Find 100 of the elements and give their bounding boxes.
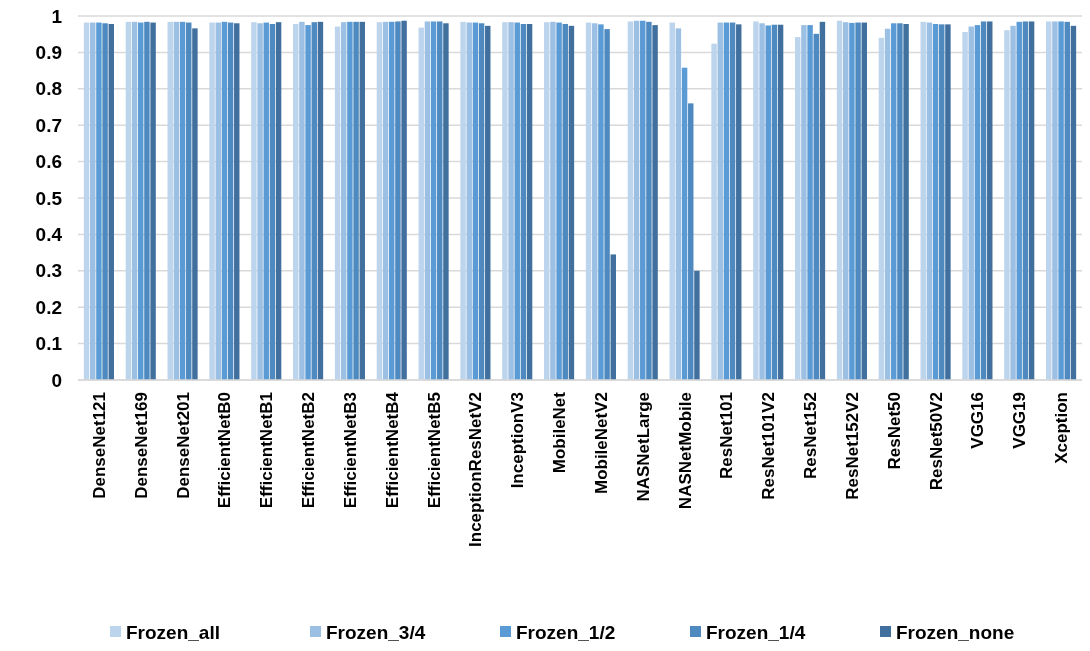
x-tick-label: EfficientNetB0 xyxy=(215,392,235,509)
x-tick-label: Xception xyxy=(1052,392,1072,464)
bar xyxy=(556,22,562,380)
x-tick-label: InceptionResNetV2 xyxy=(466,392,486,547)
bar xyxy=(186,22,192,380)
bar xyxy=(568,25,575,380)
bar xyxy=(855,22,861,380)
bar xyxy=(633,20,640,380)
bar xyxy=(562,24,568,380)
bar xyxy=(681,67,688,380)
bar xyxy=(526,24,533,380)
bar xyxy=(221,21,228,380)
bar xyxy=(884,28,891,380)
y-tick-label: 0.7 xyxy=(35,114,62,136)
bar xyxy=(585,22,592,380)
bar xyxy=(138,22,144,380)
bar xyxy=(1064,21,1070,380)
bar xyxy=(962,32,968,380)
bar xyxy=(939,24,945,380)
bar xyxy=(341,22,347,380)
bar xyxy=(353,21,359,380)
x-tick-label: ResNet101 xyxy=(717,392,737,479)
bar xyxy=(347,21,353,380)
bar xyxy=(275,22,282,380)
bar xyxy=(759,23,765,380)
bar xyxy=(891,23,897,380)
bar xyxy=(1016,21,1022,380)
bar xyxy=(920,21,926,380)
bar xyxy=(96,22,102,380)
y-tick-label: 0.8 xyxy=(35,78,62,100)
bar xyxy=(974,25,981,380)
bar xyxy=(765,25,771,380)
bar xyxy=(717,22,723,380)
bar xyxy=(753,21,759,380)
bar xyxy=(502,22,508,380)
bar xyxy=(652,25,658,380)
bar xyxy=(251,22,257,380)
x-tick-label: ResNet152V2 xyxy=(842,392,862,500)
x-tick-label: ResNet152 xyxy=(801,392,821,479)
bar xyxy=(376,22,383,380)
y-tick-label: 0.1 xyxy=(35,333,63,355)
bar xyxy=(604,29,610,380)
bar xyxy=(125,21,132,380)
bar xyxy=(694,270,700,380)
bar xyxy=(382,21,389,380)
y-tick-label: 1 xyxy=(51,5,63,27)
x-tick-label: NASNetMobile xyxy=(675,392,695,510)
bar xyxy=(227,22,234,380)
bar xyxy=(669,22,675,380)
bar xyxy=(293,24,299,380)
y-tick-label: 0.6 xyxy=(35,151,62,173)
bar xyxy=(263,22,269,380)
bar xyxy=(311,22,317,380)
bar xyxy=(430,21,437,380)
bar xyxy=(102,23,108,380)
x-tick-label: EfficientNetB1 xyxy=(257,392,277,509)
bar xyxy=(1010,25,1016,380)
bar xyxy=(520,24,527,380)
bar xyxy=(640,20,646,380)
bar xyxy=(897,23,903,380)
bar xyxy=(813,33,819,380)
bar xyxy=(209,22,215,380)
bar xyxy=(508,22,514,380)
bar xyxy=(478,23,485,380)
bar xyxy=(1004,30,1010,380)
bar xyxy=(485,25,491,380)
x-tick-label: NASNetLarge xyxy=(633,392,653,502)
y-tick-label: 0.5 xyxy=(35,187,63,209)
bar xyxy=(646,21,652,380)
bar xyxy=(234,23,240,380)
bar xyxy=(836,20,843,380)
bar xyxy=(736,24,742,380)
y-tick-label: 0 xyxy=(51,369,62,391)
x-tick-label: DenseNet121 xyxy=(89,392,109,499)
bar xyxy=(926,22,933,380)
bar xyxy=(610,254,616,380)
bar xyxy=(401,20,407,380)
bar xyxy=(359,21,365,380)
bar xyxy=(144,21,150,380)
bar xyxy=(903,24,909,380)
bar xyxy=(771,24,778,380)
bar xyxy=(861,22,867,380)
bar xyxy=(299,21,305,380)
bar xyxy=(443,23,449,380)
legend-label: Frozen_none xyxy=(896,621,1015,643)
bar xyxy=(179,21,186,380)
bar xyxy=(819,21,826,380)
bar xyxy=(1022,21,1029,380)
x-tick-label: DenseNet201 xyxy=(173,392,193,499)
bar xyxy=(1052,21,1058,380)
bar xyxy=(167,21,173,380)
y-tick-label: 0.2 xyxy=(35,296,62,318)
bar xyxy=(1046,21,1052,380)
legend-label: Frozen_1/2 xyxy=(516,621,616,643)
bar xyxy=(592,23,598,380)
x-tick-label: ResNet50V2 xyxy=(926,392,946,491)
legend-label: Frozen_1/4 xyxy=(706,621,806,643)
bar xyxy=(257,23,263,380)
bar xyxy=(83,22,90,380)
bar xyxy=(807,25,813,380)
